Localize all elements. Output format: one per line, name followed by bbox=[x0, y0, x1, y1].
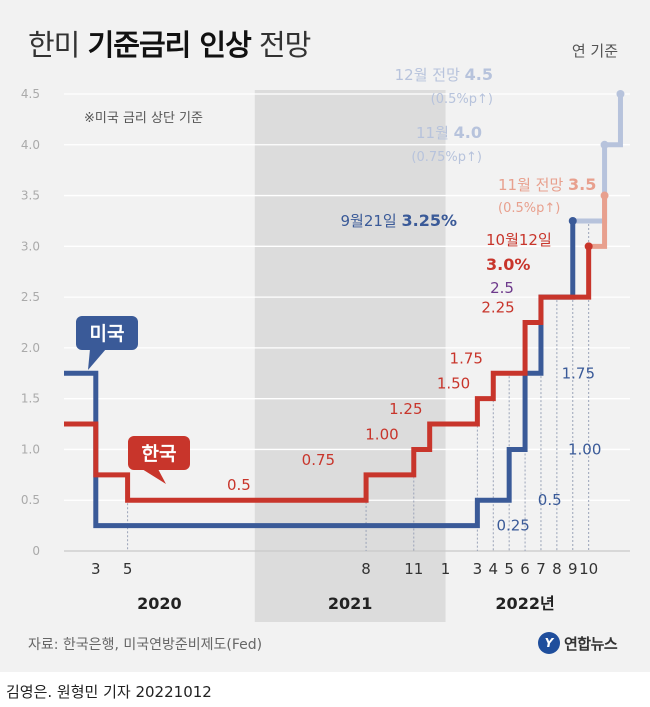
us-latest-annotation: 9월21일 3.25% bbox=[340, 211, 457, 230]
month-tick-label: 5 bbox=[504, 560, 514, 578]
us-dec-forecast-plain: 12월 전망 bbox=[395, 66, 465, 84]
year-label: 2021 bbox=[328, 594, 373, 613]
y-tick-label: 3.5 bbox=[21, 189, 40, 203]
yonhap-logo: Y 연합뉴스 bbox=[538, 632, 618, 654]
value-label: 0.5 bbox=[538, 491, 562, 509]
page-title: 한미 기준금리 인상 전망 bbox=[28, 22, 311, 64]
us-tag-bubble bbox=[76, 316, 138, 350]
us-nov-annotation-value: 4.0 bbox=[454, 123, 482, 142]
y-tick-label: 3.0 bbox=[21, 239, 40, 253]
series-end-point bbox=[568, 216, 577, 225]
month-tick-label: 9 bbox=[568, 560, 578, 578]
value-label: 1.75 bbox=[562, 364, 595, 382]
korea-latest-value: 3.0% bbox=[486, 255, 530, 274]
year-label: 2020 bbox=[137, 594, 182, 613]
y-tick-label: 0 bbox=[32, 544, 40, 558]
month-tick-label: 11 bbox=[404, 560, 423, 578]
value-label: 2.5 bbox=[490, 279, 514, 297]
forecast-connector bbox=[604, 94, 623, 148]
month-tick-label: 1 bbox=[441, 560, 451, 578]
yonhap-logo-icon: Y bbox=[538, 632, 560, 654]
us-dec-forecast-value: 4.5 bbox=[465, 65, 493, 84]
value-label: 1.00 bbox=[365, 425, 398, 443]
y-tick-label: 1.0 bbox=[21, 442, 40, 456]
us-nov-annotation: 11월 4.0 bbox=[416, 123, 482, 142]
us-latest-annotation-plain: 9월21일 bbox=[340, 212, 401, 230]
y-tick-label: 2.5 bbox=[21, 290, 40, 304]
us-nov-annotation-plain: 11월 bbox=[416, 124, 454, 142]
value-label: 2.25 bbox=[481, 299, 514, 317]
korea-tag-label: 한국 bbox=[142, 443, 177, 465]
reporter-credit: 김영은. 원형민 기자 20221012 bbox=[6, 683, 212, 701]
title-bold: 기준금리 인상 bbox=[87, 28, 252, 62]
month-tick-label: 5 bbox=[123, 560, 133, 578]
korea-nov-forecast-plain: 11월 전망 bbox=[498, 176, 568, 194]
korea-nov-forecast-sub: (0.5%p↑) bbox=[498, 201, 560, 216]
forecast-connector bbox=[588, 195, 608, 249]
y-tick-label: 4.5 bbox=[21, 87, 40, 101]
us-latest-annotation-value: 3.25% bbox=[401, 211, 457, 230]
forecast-point bbox=[616, 90, 625, 98]
value-label: 0.75 bbox=[302, 451, 335, 469]
value-label: 0.25 bbox=[496, 517, 529, 535]
forecast-point bbox=[600, 191, 609, 200]
rate-chart: 0 0.5 1.0 1.5 2.0 2.5 3.0 3.5 4.0 4.5 ※미국 금리 상단 기준… bbox=[21, 65, 630, 622]
year-2021-shade bbox=[254, 90, 446, 622]
value-label: 1.75 bbox=[450, 349, 483, 367]
month-tick-label: 10 bbox=[579, 560, 598, 578]
footnote-text: ※미국 금리 상단 기준 bbox=[84, 111, 203, 126]
value-label: 1.25 bbox=[389, 400, 422, 418]
us-dec-forecast-sub: (0.5%p↑) bbox=[431, 92, 493, 107]
month-tick-label: 3 bbox=[91, 560, 101, 578]
us-tag-label: 미국 bbox=[90, 323, 125, 345]
korea-latest-date: 10월12일 bbox=[486, 231, 552, 249]
value-label: 1.00 bbox=[568, 440, 601, 458]
korea-nov-forecast: 11월 전망 3.5 bbox=[498, 175, 596, 194]
us-tag-bubble-tail bbox=[88, 349, 106, 370]
month-tick-label: 4 bbox=[488, 560, 498, 578]
value-label: 0.5 bbox=[227, 476, 251, 494]
y-tick-label: 1.5 bbox=[21, 392, 40, 406]
title-suffix: 전망 bbox=[259, 28, 311, 62]
us-dec-forecast: 12월 전망 4.5 bbox=[395, 65, 493, 84]
month-tick-label: 6 bbox=[520, 560, 530, 578]
yonhap-logo-text: 연합뉴스 bbox=[564, 634, 618, 653]
korea-tag-bubble-tail bbox=[142, 469, 166, 484]
year-label: 2022년 bbox=[495, 594, 554, 613]
month-tick-label: 7 bbox=[536, 560, 546, 578]
korea-nov-forecast-value: 3.5 bbox=[568, 175, 596, 194]
y-tick-label: 2.0 bbox=[21, 341, 40, 355]
us-nov-annotation-sub: (0.75%p↑) bbox=[411, 150, 482, 165]
value-label: 1.50 bbox=[437, 375, 470, 393]
y-tick-label: 0.5 bbox=[21, 493, 40, 507]
source-note: 자료: 한국은행, 미국연방준비제도(Fed) bbox=[28, 637, 263, 653]
korea-rate-line bbox=[64, 246, 592, 503]
series-end-point bbox=[584, 242, 593, 251]
title-prefix: 한미 bbox=[28, 28, 80, 62]
korea-tag-bubble bbox=[128, 436, 190, 470]
month-tick-label: 8 bbox=[552, 560, 562, 578]
month-tick-label: 3 bbox=[473, 560, 483, 578]
month-tick-label: 8 bbox=[361, 560, 371, 578]
y-tick-label: 4.0 bbox=[21, 138, 40, 152]
basis-note: 연 기준 bbox=[571, 42, 618, 60]
